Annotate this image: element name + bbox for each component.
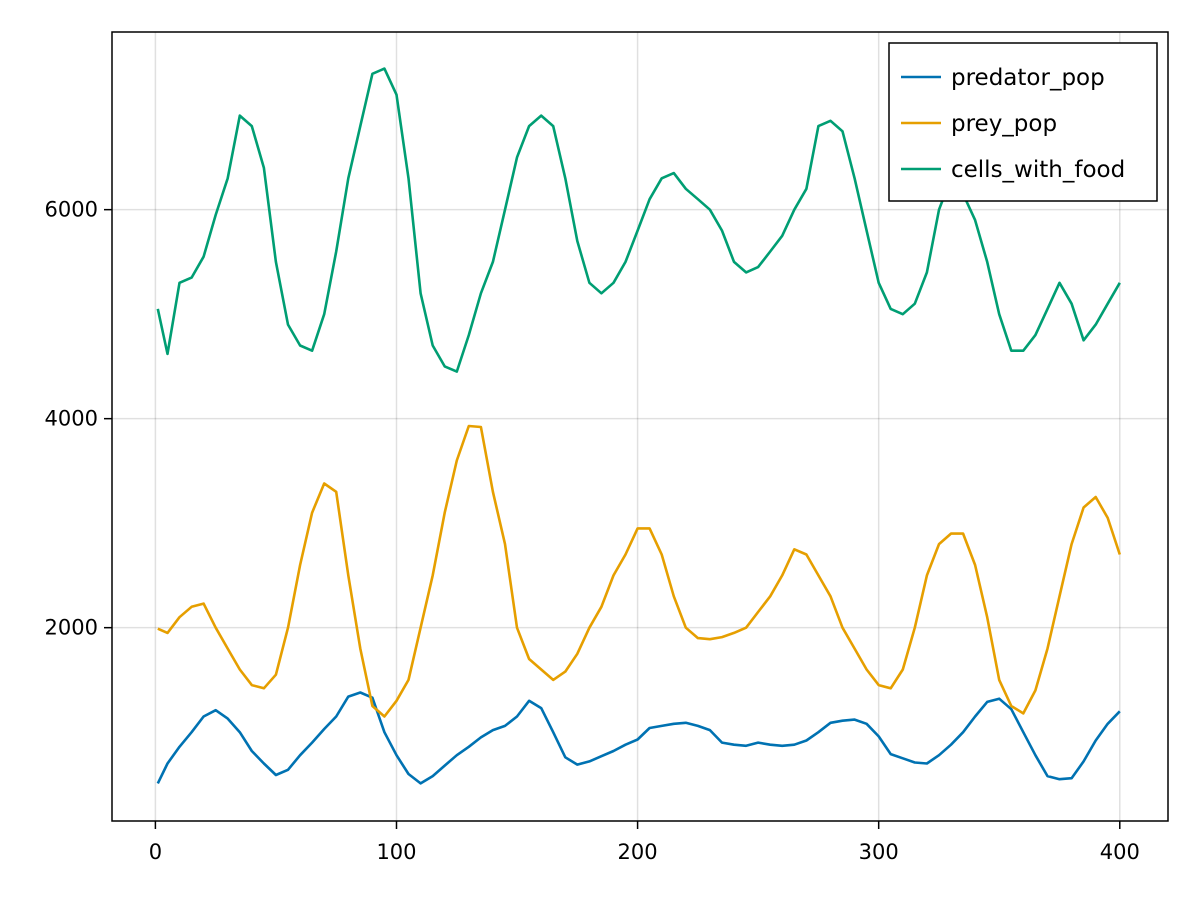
x-axis: 0 100 200 300 400 [149,821,1140,864]
x-tick-label: 200 [618,840,658,864]
x-tick-label: 300 [859,840,899,864]
legend-label: predator_pop [951,65,1105,91]
y-tick-label: 2000 [45,616,98,640]
y-axis: 2000 4000 6000 [45,198,112,640]
x-tick-label: 0 [149,840,162,864]
legend: predator_pop prey_pop cells_with_food [888,42,1158,202]
series-line-prey-pop [157,424,1122,718]
y-tick-label: 4000 [45,407,98,431]
y-tick-label: 6000 [45,198,98,222]
x-tick-label: 400 [1100,840,1140,864]
x-tick-label: 100 [376,840,416,864]
legend-label: prey_pop [951,111,1057,137]
legend-label: cells_with_food [951,157,1125,183]
plot-frame [111,31,1169,822]
series-line-predator-pop [156,691,1121,785]
